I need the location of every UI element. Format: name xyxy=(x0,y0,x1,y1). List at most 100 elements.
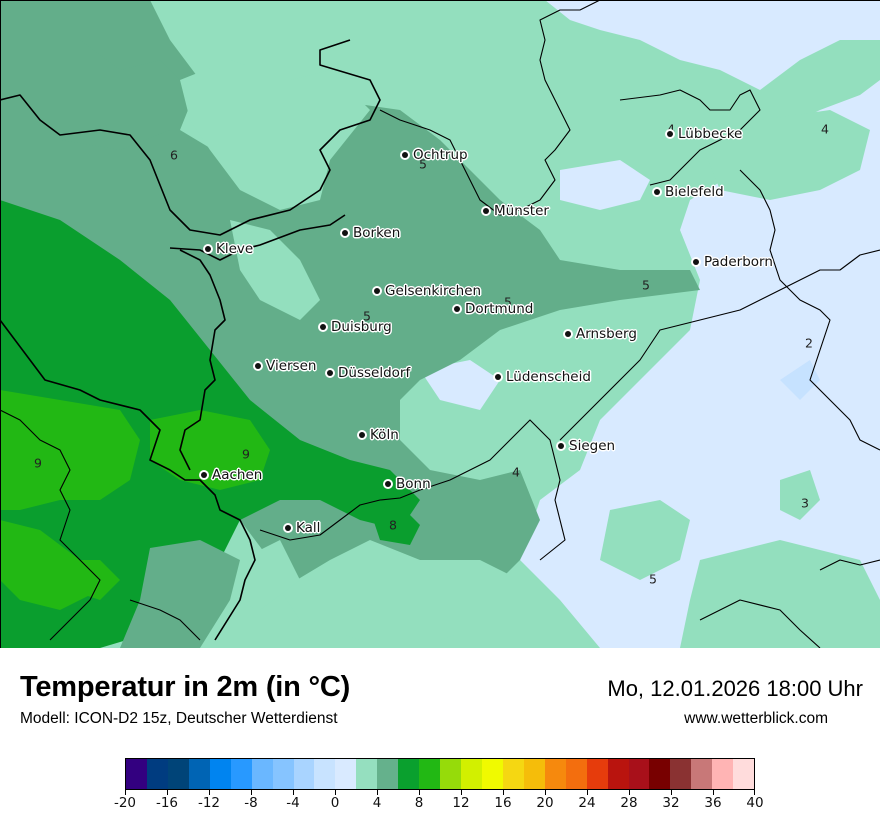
city-dot-icon xyxy=(693,259,699,265)
contour-label: 9 xyxy=(34,455,42,471)
colorbar-bin xyxy=(126,759,147,789)
colorbar-bin xyxy=(356,759,378,789)
contour-label: 5 xyxy=(504,294,512,310)
city-dot-icon xyxy=(201,472,207,478)
colorbar-tick xyxy=(167,790,168,795)
city-label: Düsseldorf xyxy=(338,365,411,381)
temperature-map: 6 5 4 4 5 5 5 2 9 9 4 8 3 5 Ochtrup Lübbe… xyxy=(0,0,880,648)
colorbar-tick xyxy=(335,790,336,795)
colorbar-tick-label: 24 xyxy=(578,795,596,811)
colorbar-tick xyxy=(377,790,378,795)
colorbar-tick xyxy=(419,790,420,795)
colorbar-tick xyxy=(209,790,210,795)
colorbar-tick-label: -4 xyxy=(286,795,300,811)
city-dot-icon xyxy=(205,246,211,252)
colorbar-bin xyxy=(146,759,168,789)
city-label: Aachen xyxy=(212,467,263,483)
city-dot-icon xyxy=(285,525,291,531)
city-label: Gelsenkirchen xyxy=(385,283,482,299)
colorbar-bin xyxy=(649,759,671,789)
city-marker: Duisburg xyxy=(320,319,392,335)
contour-label: 4 xyxy=(667,121,675,137)
city-marker: Köln xyxy=(359,427,399,443)
contour-label: 5 xyxy=(642,277,650,293)
colorbar-bin xyxy=(607,759,629,789)
city-marker: Gelsenkirchen xyxy=(374,283,481,299)
contour-label: 5 xyxy=(649,571,657,587)
colorbar-bin xyxy=(502,759,524,789)
city-dot-icon xyxy=(558,443,564,449)
city-dot-icon xyxy=(255,363,261,369)
colorbar-bin xyxy=(481,759,503,789)
colorbar-bin xyxy=(335,759,357,789)
city-label: Münster xyxy=(494,203,549,219)
city-dot-icon xyxy=(667,131,673,137)
city-label: Arnsberg xyxy=(576,326,637,342)
city-marker: Bielefeld xyxy=(654,184,724,200)
colorbar-tick xyxy=(671,790,672,795)
city-label: Lüdenscheid xyxy=(506,369,591,385)
city-marker: Lübbecke xyxy=(667,126,742,142)
colorbar-tick xyxy=(503,790,504,795)
city-dot-icon xyxy=(385,481,391,487)
colorbar-tick xyxy=(545,790,546,795)
city-marker: Münster xyxy=(483,203,549,219)
city-dot-icon xyxy=(359,432,365,438)
colorbar-bin xyxy=(293,759,315,789)
city-label: Kleve xyxy=(216,241,254,257)
colorbar-ticks: -20 -16 -12 -8 -4 0 4 8 12 16 20 24 28 32 36 40 xyxy=(114,790,764,820)
temperature-colorbar xyxy=(125,758,755,790)
colorbar-bin xyxy=(712,759,734,789)
city-marker: Aachen xyxy=(201,467,262,483)
colorbar-tick-label: 0 xyxy=(330,795,340,811)
colorbar-tick xyxy=(125,790,126,795)
colorbar-bin xyxy=(523,759,545,789)
colorbar-bin xyxy=(272,759,294,789)
colorbar-tick-label: 40 xyxy=(746,795,764,811)
temperature-field xyxy=(0,0,880,648)
colorbar-tick-label: 8 xyxy=(414,795,424,811)
city-marker: Dortmund xyxy=(454,301,533,317)
city-marker: Paderborn xyxy=(693,254,773,270)
city-marker: Borken xyxy=(342,225,400,241)
contour-label: 8 xyxy=(389,517,397,533)
colorbar-bin xyxy=(230,759,252,789)
city-marker: Arnsberg xyxy=(565,326,637,342)
colorbar-bin xyxy=(586,759,608,789)
city-dot-icon xyxy=(327,370,333,376)
city-label: Lübbecke xyxy=(678,126,743,142)
colorbar-tick xyxy=(587,790,588,795)
city-dot-icon xyxy=(320,324,326,330)
colorbar-bin xyxy=(209,759,231,789)
colorbar-bin xyxy=(670,759,692,789)
colorbar-bin xyxy=(691,759,713,789)
website-link[interactable]: www.wetterblick.com xyxy=(684,710,828,727)
colorbar-bin xyxy=(628,759,650,789)
colorbar-bin xyxy=(461,759,482,789)
colorbar-tick-label: 32 xyxy=(662,795,680,811)
colorbar-tick xyxy=(461,790,462,795)
colorbar-tick-label: -20 xyxy=(113,795,137,811)
city-label: Bielefeld xyxy=(665,184,724,200)
city-label: Ochtrup xyxy=(413,147,468,163)
city-label: Köln xyxy=(370,427,399,443)
contour-label: 2 xyxy=(805,335,813,351)
colorbar-bin xyxy=(167,759,189,789)
colorbar-bin xyxy=(314,759,336,789)
model-subtitle: Modell: ICON-D2 15z, Deutscher Wetterdie… xyxy=(20,710,338,727)
city-label: Siegen xyxy=(569,438,616,454)
city-label: Viersen xyxy=(266,358,317,374)
city-marker: Ochtrup xyxy=(402,147,468,163)
colorbar-bin xyxy=(733,759,755,789)
colorbar-tick-label: 4 xyxy=(372,795,382,811)
colorbar-bin xyxy=(188,759,210,789)
colorbar-tick-label: -12 xyxy=(197,795,221,811)
city-dot-icon xyxy=(374,288,380,294)
contour-label: 6 xyxy=(170,147,178,163)
colorbar-tick-label: 12 xyxy=(452,795,470,811)
city-dot-icon xyxy=(654,189,660,195)
city-dot-icon xyxy=(402,152,408,158)
colorbar-tick-label: 16 xyxy=(494,795,512,811)
colorbar-bin xyxy=(440,759,461,789)
colorbar-bin xyxy=(377,759,399,789)
